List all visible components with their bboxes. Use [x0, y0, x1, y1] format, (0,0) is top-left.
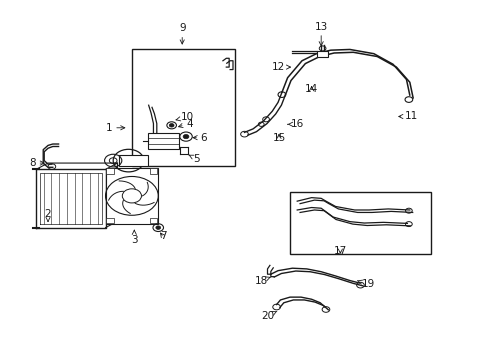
- Text: 4: 4: [178, 118, 192, 129]
- Bar: [106, 218, 114, 224]
- Text: 14: 14: [305, 84, 318, 94]
- Text: 11: 11: [398, 112, 417, 121]
- Text: 1: 1: [106, 123, 124, 133]
- Text: 19: 19: [357, 279, 374, 289]
- Text: 16: 16: [287, 119, 303, 129]
- Text: 2: 2: [44, 208, 51, 222]
- Text: 6: 6: [193, 133, 206, 143]
- Text: 13: 13: [314, 22, 327, 46]
- Text: 7: 7: [160, 231, 166, 242]
- Text: 20: 20: [261, 311, 276, 321]
- Bar: [132, 49, 234, 166]
- Bar: [317, 51, 327, 57]
- Text: 15: 15: [272, 133, 285, 143]
- Text: 5: 5: [189, 154, 200, 164]
- Text: 18: 18: [254, 275, 270, 285]
- Bar: [106, 168, 114, 174]
- Text: 9: 9: [179, 23, 185, 44]
- Bar: [147, 133, 179, 149]
- Circle shape: [183, 135, 188, 139]
- Bar: [149, 218, 157, 224]
- Bar: [149, 168, 157, 174]
- Bar: [289, 192, 430, 254]
- Circle shape: [156, 226, 160, 229]
- Text: 8: 8: [29, 158, 44, 168]
- Bar: [119, 155, 147, 166]
- Text: 3: 3: [131, 230, 137, 245]
- Text: 10: 10: [176, 112, 193, 122]
- Text: 17: 17: [333, 246, 346, 256]
- Text: 12: 12: [271, 62, 290, 72]
- Bar: [105, 168, 158, 224]
- Circle shape: [169, 123, 174, 127]
